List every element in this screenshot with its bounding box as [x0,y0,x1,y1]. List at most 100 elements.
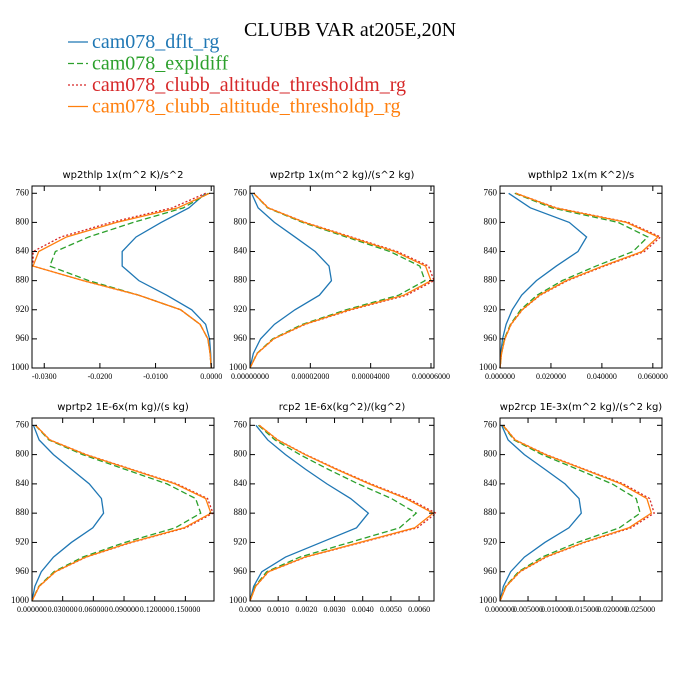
x-tick-label: 0.015000 [569,605,599,614]
profile-line [499,192,649,369]
legend-label: cam078_expldiff [92,53,229,75]
plot-frame [499,417,663,602]
x-tick-label: 0.000000 [17,605,47,614]
profile-line [499,424,653,602]
y-tick-label: 840 [16,246,30,256]
x-tick-label: 0.090000 [109,605,139,614]
y-tick-label: 840 [16,478,30,488]
profile-line [499,192,660,369]
profile-line [32,192,212,369]
y-tick-label: 960 [16,333,30,343]
y-tick-label: 840 [484,246,498,256]
y-tick-label: 760 [484,419,498,429]
x-tick-label: 0.00006000 [412,372,450,381]
profile-line [32,192,212,369]
profile-line [499,192,662,369]
plot-frame [499,185,663,369]
panel-title: wp2rcp 1E-3x(m^2 kg)/(s^2 kg) [500,402,663,413]
profile-line [249,193,333,369]
panel-title: wp2rtp 1x(m^2 kg)/(s^2 kg) [270,170,415,181]
x-tick-label: 0.000000 [485,605,515,614]
profile-line [499,192,588,369]
y-tick-label: 840 [234,246,248,256]
profile-line [31,424,212,602]
y-tick-label: 920 [484,304,498,314]
profile-line [121,192,212,369]
y-tick-label: 760 [16,187,30,197]
x-tick-label: 0.020000 [597,605,627,614]
profile-line [249,424,370,602]
y-tick-label: 1000 [11,595,30,605]
panel-title: wp2thlp 1x(m^2 K)/s^2 [62,170,183,181]
x-tick-label: 0.0030 [324,605,346,614]
plot-frame [31,185,215,369]
y-tick-label: 1000 [479,595,498,605]
x-tick-label: 0.010000 [541,605,571,614]
profile-line [249,424,435,602]
y-tick-label: 800 [234,449,248,459]
plot-frame [31,417,215,602]
x-tick-label: 0.0000 [239,605,261,614]
y-tick-label: 1000 [11,362,30,372]
y-tick-label: 1000 [229,595,248,605]
y-tick-label: 760 [234,419,248,429]
x-tick-label: 0.00004000 [352,372,390,381]
x-tick-label: 0.060000 [638,372,668,381]
x-tick-label: 0.060000 [78,605,108,614]
y-tick-label: 880 [484,275,498,285]
x-tick-label: 0.00002000 [291,372,329,381]
x-tick-label: 0.000000 [485,372,515,381]
y-tick-label: 960 [484,333,498,343]
x-tick-label: 0.0000 [200,372,222,381]
x-tick-label: 0.005000 [513,605,543,614]
y-tick-label: 800 [16,216,30,226]
y-tick-label: 960 [16,566,30,576]
profile-line [249,192,426,369]
x-tick-label: 0.150000 [170,605,200,614]
profile-line [249,424,438,602]
x-tick-label: 0.020000 [536,372,566,381]
legend-label: cam078_clubb_altitude_thresholdm_rg [92,74,406,96]
x-tick-label: 0.0050 [380,605,402,614]
profile-line [249,192,432,369]
y-tick-label: 920 [16,304,30,314]
x-tick-label: 0.0040 [352,605,374,614]
y-tick-label: 920 [484,537,498,547]
x-tick-label: 0.120000 [140,605,170,614]
y-tick-label: 760 [234,187,248,197]
panel-title: rcp2 1E-6x(kg^2)/(kg^2) [279,402,406,413]
x-tick-label: 0.0010 [267,605,289,614]
figure-title: CLUBB VAR at205E,20N [244,19,456,41]
panel-title: wprtp2 1E-6x(m kg)/(s kg) [57,402,189,413]
y-tick-label: 960 [234,566,248,576]
y-tick-label: 1000 [229,362,248,372]
y-tick-label: 840 [234,478,248,488]
profile-line [499,424,655,602]
y-tick-label: 800 [484,216,498,226]
x-tick-label: 0.0060 [408,605,430,614]
x-tick-label: -0.0200 [88,372,113,381]
panel-title: wpthlp2 1x(m K^2)/s [528,170,634,181]
y-tick-label: 880 [16,275,30,285]
y-tick-label: 920 [234,537,248,547]
profile-line [499,424,641,602]
y-tick-label: 800 [16,449,30,459]
profile-line [48,192,212,369]
profile-line [31,424,214,602]
y-tick-label: 800 [234,216,248,226]
y-tick-label: 960 [484,566,498,576]
y-tick-label: 880 [234,275,248,285]
x-tick-label: 0.025000 [625,605,655,614]
y-tick-label: 760 [484,187,498,197]
y-tick-label: 880 [234,507,248,517]
x-tick-label: 0.030000 [48,605,78,614]
y-tick-label: 960 [234,333,248,343]
y-tick-label: 760 [16,419,30,429]
y-tick-label: 880 [484,507,498,517]
profile-line [249,424,418,602]
plot-frame [249,185,435,369]
profile-line [499,425,582,602]
x-tick-label: -0.0300 [32,372,57,381]
y-tick-label: 880 [16,507,30,517]
